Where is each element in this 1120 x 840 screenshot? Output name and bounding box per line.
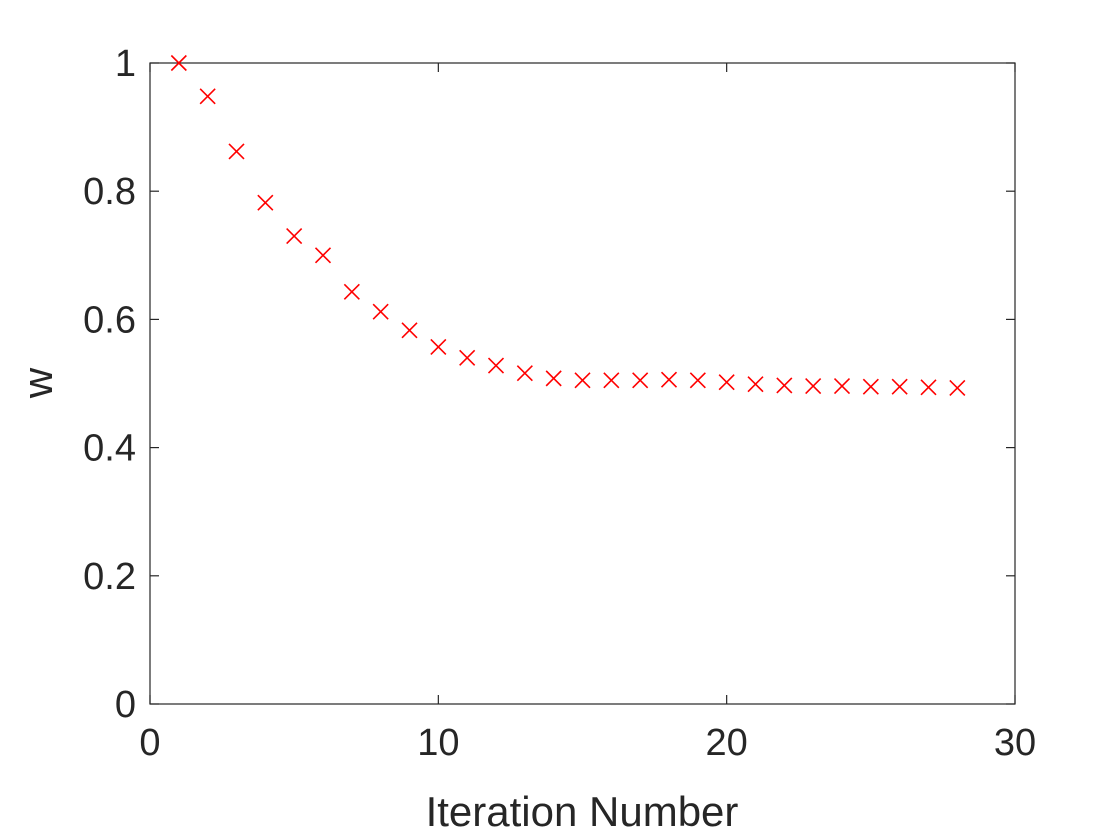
data-point-marker: [805, 377, 822, 395]
x-tick-label: 10: [417, 722, 459, 764]
data-point-marker: [920, 379, 937, 396]
y-tick-label: 0.2: [83, 556, 136, 598]
data-point-marker: [660, 371, 678, 388]
y-tick-label: 0.8: [83, 171, 136, 213]
y-tick-label: 0.4: [83, 428, 136, 470]
data-point-marker: [516, 365, 533, 382]
x-tick-labels: 0 10 20 30: [139, 722, 1036, 764]
data-point-marker: [228, 143, 245, 160]
y-tick-label: 1: [115, 43, 136, 85]
data-point-marker: [314, 247, 332, 264]
data-point-marker: [603, 372, 620, 389]
y-tick-label: 0: [115, 684, 136, 726]
y-tick-label: 0.6: [83, 299, 136, 341]
data-point-marker: [862, 378, 879, 395]
data-point-marker: [372, 303, 389, 320]
data-point-marker: [776, 377, 793, 394]
data-point-marker: [199, 88, 216, 105]
y-axis-title: w: [14, 367, 61, 399]
tick-marks: [149, 62, 1016, 705]
x-tick-label: 20: [706, 722, 748, 764]
data-point-marker: [430, 338, 447, 356]
data-point-marker: [574, 372, 591, 389]
data-point-marker: [891, 378, 908, 395]
data-point-marker: [949, 379, 966, 397]
y-tick-labels: 0 0.2 0.4 0.6 0.8 1: [83, 43, 136, 726]
data-point-marker: [545, 370, 562, 387]
data-point-marker: [401, 322, 418, 339]
axes-box: [149, 62, 1016, 705]
data-point-marker: [833, 377, 851, 395]
data-point-marker: [689, 372, 706, 389]
data-markers: [170, 54, 966, 397]
data-point-marker: [747, 376, 764, 393]
plot-area: [149, 62, 1016, 705]
data-point-marker: [170, 54, 187, 72]
data-point-marker: [257, 194, 274, 211]
x-tick-label: 0: [139, 722, 160, 764]
x-tick-label: 30: [994, 722, 1036, 764]
data-point-marker: [632, 372, 649, 389]
data-point-marker: [487, 357, 505, 374]
data-point-marker: [343, 283, 360, 300]
x-axis-title: Iteration Number: [426, 788, 739, 835]
data-point-marker: [286, 228, 303, 245]
data-point-marker: [718, 374, 735, 391]
data-point-marker: [459, 349, 476, 366]
